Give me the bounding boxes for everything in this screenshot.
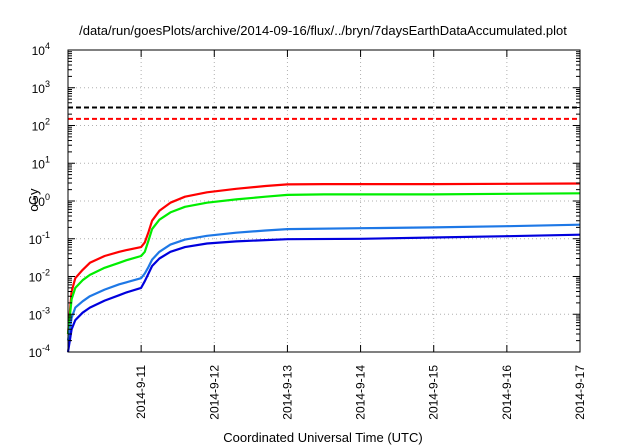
x-axis-title: Coordinated Universal Time (UTC): [223, 430, 422, 445]
x-tick-labels: 2014-9-11 2014-9-12 2014-9-13 2014-9-14 2014…: [134, 365, 587, 420]
y-tick-labels: 10-4 10-3 10-2 10-1 100 101 102 103 104: [29, 41, 50, 360]
y-tick-label: 104: [32, 41, 50, 58]
x-tick-label: 2014-9-13: [280, 365, 294, 420]
series-group: [66, 182, 581, 353]
plot-title: /data/run/goesPlots/archive/2014-09-16/f…: [79, 23, 567, 38]
y-tick-label: 100: [32, 192, 50, 209]
x-tick-label: 2014-9-11: [134, 365, 148, 419]
reference-lines: [68, 106, 580, 120]
x-tick-label: 2014-9-14: [354, 365, 368, 420]
x-tick-label: 2014-9-16: [500, 365, 514, 420]
y-tick-label: 10-1: [29, 230, 50, 247]
y-tick-label: 102: [32, 117, 50, 134]
y-tick-label: 10-2: [29, 268, 50, 285]
y-tick-label: 103: [32, 79, 50, 96]
series-line: [66, 223, 581, 341]
y-tick-label: 101: [32, 154, 50, 171]
y-tick-label: 10-3: [29, 305, 50, 322]
y-axis-title: cGy: [26, 188, 41, 212]
x-tick-label: 2014-9-15: [427, 365, 441, 420]
series-line: [66, 233, 581, 353]
series-line: [66, 192, 581, 335]
tick-marks: [68, 49, 581, 353]
series-line: [66, 182, 581, 335]
x-tick-label: 2014-9-17: [573, 365, 587, 420]
y-tick-label: 10-4: [29, 343, 50, 360]
x-tick-label: 2014-9-12: [207, 365, 221, 420]
